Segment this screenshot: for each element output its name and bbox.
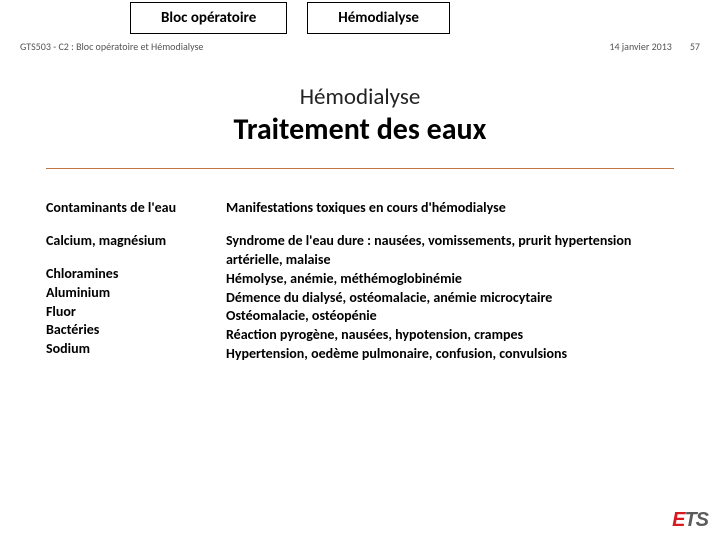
tab-bloc-operatoire[interactable]: Bloc opératoire bbox=[130, 2, 287, 34]
contaminant-item: Aluminium bbox=[46, 284, 206, 303]
contaminant-item: Sodium bbox=[46, 340, 206, 359]
page-number: 57 bbox=[690, 40, 700, 53]
ets-logo: ETS bbox=[672, 509, 708, 532]
top-tabs: Bloc opératoire Hémodialyse bbox=[0, 0, 720, 34]
logo-e: E bbox=[672, 509, 684, 531]
manifestation-item: Démence du dialysé, ostéomalacie, anémie… bbox=[226, 289, 674, 308]
title-main: Traitement des eaux bbox=[0, 111, 720, 148]
column-manifestations: Manifestations toxiques en cours d'hémod… bbox=[226, 199, 674, 364]
divider bbox=[46, 168, 674, 169]
manifestations-header: Manifestations toxiques en cours d'hémod… bbox=[226, 199, 674, 218]
manifestation-item: Syndrome de l'eau dure : nausées, vomiss… bbox=[226, 232, 674, 270]
header-line: GTS503 - C2 : Bloc opératoire et Hémodia… bbox=[0, 34, 720, 53]
contaminant-item: Calcium, magnésium bbox=[46, 232, 206, 251]
content-table: Contaminants de l'eau Calcium, magnésium… bbox=[46, 199, 674, 364]
contaminant-item: Chloramines bbox=[46, 265, 206, 284]
manifestation-item: Réaction pyrogène, nausées, hypotension,… bbox=[226, 326, 674, 345]
tab-hemodialyse[interactable]: Hémodialyse bbox=[307, 2, 450, 34]
course-code: GTS503 - C2 : Bloc opératoire et Hémodia… bbox=[20, 40, 203, 53]
manifestation-item: Hypertension, oedème pulmonaire, confusi… bbox=[226, 345, 674, 364]
contaminant-item: Fluor bbox=[46, 303, 206, 322]
contaminant-item: Bactéries bbox=[46, 321, 206, 340]
manifestation-item: Hémolyse, anémie, méthémoglobinémie bbox=[226, 270, 674, 289]
title-block: Hémodialyse Traitement des eaux bbox=[0, 83, 720, 148]
manifestation-item: Ostéomalacie, ostéopénie bbox=[226, 307, 674, 326]
title-sub: Hémodialyse bbox=[0, 83, 720, 111]
contaminants-header: Contaminants de l'eau bbox=[46, 199, 206, 218]
column-contaminants: Contaminants de l'eau Calcium, magnésium… bbox=[46, 199, 206, 364]
header-date: 14 janvier 2013 bbox=[609, 40, 671, 53]
logo-ts: TS bbox=[684, 509, 708, 531]
